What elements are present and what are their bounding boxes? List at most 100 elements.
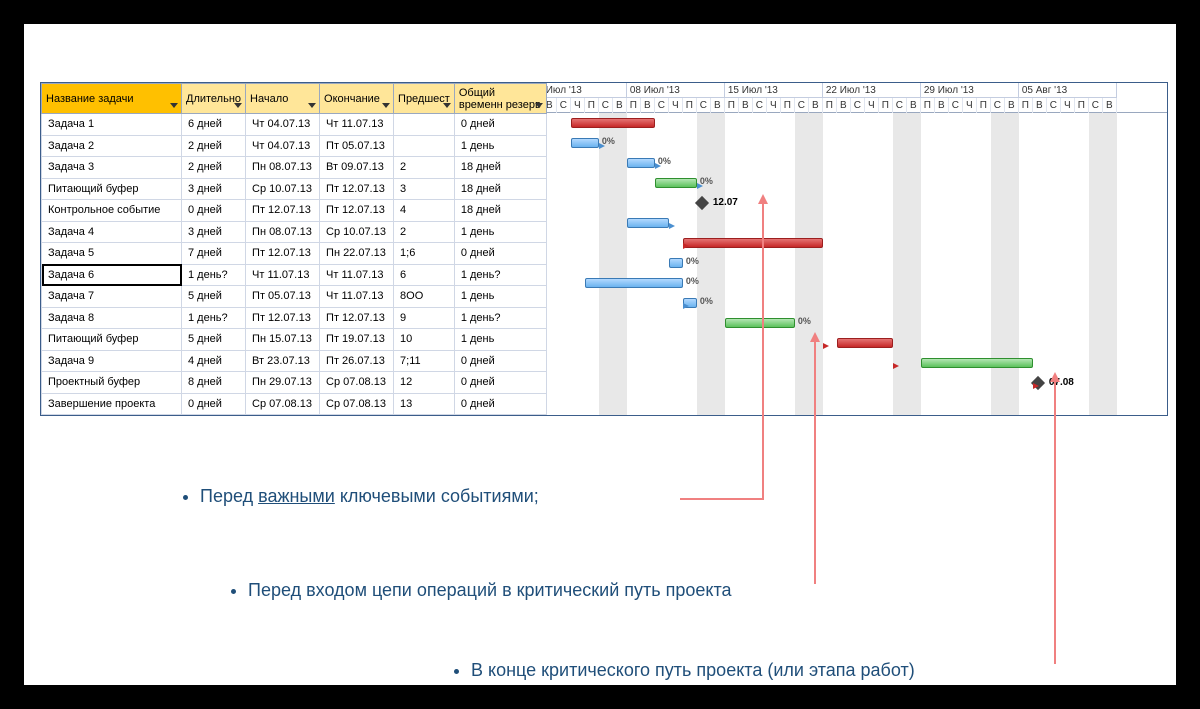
- cell-start[interactable]: Чт 04.07.13: [246, 114, 320, 136]
- col-header[interactable]: Длительно: [182, 84, 246, 114]
- cell-end[interactable]: Пт 26.07.13: [320, 350, 394, 372]
- cell-slack[interactable]: 1 день: [454, 135, 546, 157]
- cell-pred[interactable]: 2: [394, 221, 455, 243]
- cell-dur[interactable]: 2 дней: [182, 157, 246, 179]
- cell-name[interactable]: Задача 5: [42, 243, 182, 265]
- cell-slack[interactable]: 18 дней: [454, 157, 546, 179]
- table-row[interactable]: Контрольное событие0 днейПт 12.07.13Пт 1…: [42, 200, 547, 222]
- cell-name[interactable]: Завершение проекта: [42, 393, 182, 415]
- cell-start[interactable]: Ср 10.07.13: [246, 178, 320, 200]
- cell-name[interactable]: Задача 1: [42, 114, 182, 136]
- cell-end[interactable]: Чт 11.07.13: [320, 114, 394, 136]
- table-row[interactable]: Задача 43 днейПн 08.07.13Ср 10.07.1321 д…: [42, 221, 547, 243]
- cell-dur[interactable]: 1 день?: [182, 264, 246, 286]
- col-header[interactable]: Начало: [246, 84, 320, 114]
- cell-name[interactable]: Задача 8: [42, 307, 182, 329]
- cell-name[interactable]: Задача 2: [42, 135, 182, 157]
- col-header[interactable]: Общий временн резерв: [454, 84, 546, 114]
- cell-end[interactable]: Пт 05.07.13: [320, 135, 394, 157]
- cell-dur[interactable]: 8 дней: [182, 372, 246, 394]
- cell-end[interactable]: Ср 07.08.13: [320, 372, 394, 394]
- cell-slack[interactable]: 1 день?: [454, 264, 546, 286]
- cell-pred[interactable]: 3: [394, 178, 455, 200]
- cell-end[interactable]: Ср 07.08.13: [320, 393, 394, 415]
- table-row[interactable]: Задача 94 днейВт 23.07.13Пт 26.07.137;11…: [42, 350, 547, 372]
- gantt-bar-blue[interactable]: [571, 138, 599, 148]
- gantt-bar-blue[interactable]: [585, 278, 683, 288]
- cell-start[interactable]: Пн 15.07.13: [246, 329, 320, 351]
- gantt-bar-blue[interactable]: [627, 158, 655, 168]
- cell-dur[interactable]: 3 дней: [182, 178, 246, 200]
- dropdown-icon[interactable]: [307, 101, 317, 111]
- cell-pred[interactable]: 4: [394, 200, 455, 222]
- cell-end[interactable]: Ср 10.07.13: [320, 221, 394, 243]
- cell-pred[interactable]: 1;6: [394, 243, 455, 265]
- cell-dur[interactable]: 0 дней: [182, 393, 246, 415]
- cell-start[interactable]: Вт 23.07.13: [246, 350, 320, 372]
- table-row[interactable]: Проектный буфер8 днейПн 29.07.13Ср 07.08…: [42, 372, 547, 394]
- gantt-bar-green[interactable]: [725, 318, 795, 328]
- gantt-bar-blue[interactable]: [627, 218, 669, 228]
- cell-end[interactable]: Вт 09.07.13: [320, 157, 394, 179]
- cell-name[interactable]: Задача 3: [42, 157, 182, 179]
- gantt-bar-red[interactable]: [571, 118, 655, 128]
- milestone-icon[interactable]: [695, 196, 709, 210]
- table-row[interactable]: Задача 81 день?Пт 12.07.13Пт 12.07.1391 …: [42, 307, 547, 329]
- col-header[interactable]: Окончание: [320, 84, 394, 114]
- table-row[interactable]: Задача 75 днейПт 05.07.13Чт 11.07.138ОО1…: [42, 286, 547, 308]
- cell-start[interactable]: Чт 11.07.13: [246, 264, 320, 286]
- cell-name[interactable]: Задача 4: [42, 221, 182, 243]
- cell-slack[interactable]: 0 дней: [454, 350, 546, 372]
- cell-end[interactable]: Пт 12.07.13: [320, 307, 394, 329]
- gantt-bar-green[interactable]: [655, 178, 697, 188]
- cell-name[interactable]: Задача 6: [42, 264, 182, 286]
- cell-pred[interactable]: [394, 114, 455, 136]
- task-table[interactable]: Название задачиДлительноНачалоОкончание П…: [41, 83, 547, 415]
- cell-slack[interactable]: 18 дней: [454, 178, 546, 200]
- cell-pred[interactable]: 7;11: [394, 350, 455, 372]
- table-row[interactable]: Задача 22 днейЧт 04.07.13Пт 05.07.131 де…: [42, 135, 547, 157]
- cell-name[interactable]: Питающий буфер: [42, 329, 182, 351]
- dropdown-icon[interactable]: [442, 101, 452, 111]
- cell-name[interactable]: Питающий буфер: [42, 178, 182, 200]
- cell-slack[interactable]: 0 дней: [454, 243, 546, 265]
- table-row[interactable]: Задача 61 день?Чт 11.07.13Чт 11.07.1361 …: [42, 264, 547, 286]
- cell-dur[interactable]: 6 дней: [182, 114, 246, 136]
- cell-start[interactable]: Пн 08.07.13: [246, 157, 320, 179]
- gantt-bar-red[interactable]: [837, 338, 893, 348]
- cell-name[interactable]: Задача 7: [42, 286, 182, 308]
- col-header[interactable]: Название задачи: [42, 84, 182, 114]
- dropdown-icon[interactable]: [381, 101, 391, 111]
- cell-name[interactable]: Контрольное событие: [42, 200, 182, 222]
- gantt-bar-red[interactable]: [683, 238, 823, 248]
- cell-dur[interactable]: 4 дней: [182, 350, 246, 372]
- cell-end[interactable]: Чт 11.07.13: [320, 264, 394, 286]
- cell-end[interactable]: Пт 19.07.13: [320, 329, 394, 351]
- cell-start[interactable]: Пт 12.07.13: [246, 200, 320, 222]
- cell-pred[interactable]: 13: [394, 393, 455, 415]
- cell-slack[interactable]: 0 дней: [454, 114, 546, 136]
- table-row[interactable]: Задача 57 днейПт 12.07.13Пн 22.07.131;60…: [42, 243, 547, 265]
- cell-start[interactable]: Чт 04.07.13: [246, 135, 320, 157]
- table-row[interactable]: Питающий буфер5 днейПн 15.07.13Пт 19.07.…: [42, 329, 547, 351]
- cell-slack[interactable]: 1 день?: [454, 307, 546, 329]
- cell-dur[interactable]: 3 дней: [182, 221, 246, 243]
- gantt-bar-green[interactable]: [921, 358, 1033, 368]
- cell-slack[interactable]: 0 дней: [454, 393, 546, 415]
- cell-start[interactable]: Пт 05.07.13: [246, 286, 320, 308]
- cell-pred[interactable]: 9: [394, 307, 455, 329]
- gantt-chart[interactable]: 01 Июл '1308 Июл '1315 Июл '1322 Июл '13…: [547, 83, 1167, 415]
- cell-start[interactable]: Пт 12.07.13: [246, 243, 320, 265]
- cell-start[interactable]: Пт 12.07.13: [246, 307, 320, 329]
- cell-pred[interactable]: 2: [394, 157, 455, 179]
- cell-pred[interactable]: 12: [394, 372, 455, 394]
- cell-end[interactable]: Пн 22.07.13: [320, 243, 394, 265]
- table-row[interactable]: Задача 32 днейПн 08.07.13Вт 09.07.13218 …: [42, 157, 547, 179]
- cell-pred[interactable]: [394, 135, 455, 157]
- cell-slack[interactable]: 1 день: [454, 221, 546, 243]
- dropdown-icon[interactable]: [534, 101, 544, 111]
- cell-dur[interactable]: 1 день?: [182, 307, 246, 329]
- cell-slack[interactable]: 1 день: [454, 329, 546, 351]
- cell-name[interactable]: Проектный буфер: [42, 372, 182, 394]
- cell-start[interactable]: Ср 07.08.13: [246, 393, 320, 415]
